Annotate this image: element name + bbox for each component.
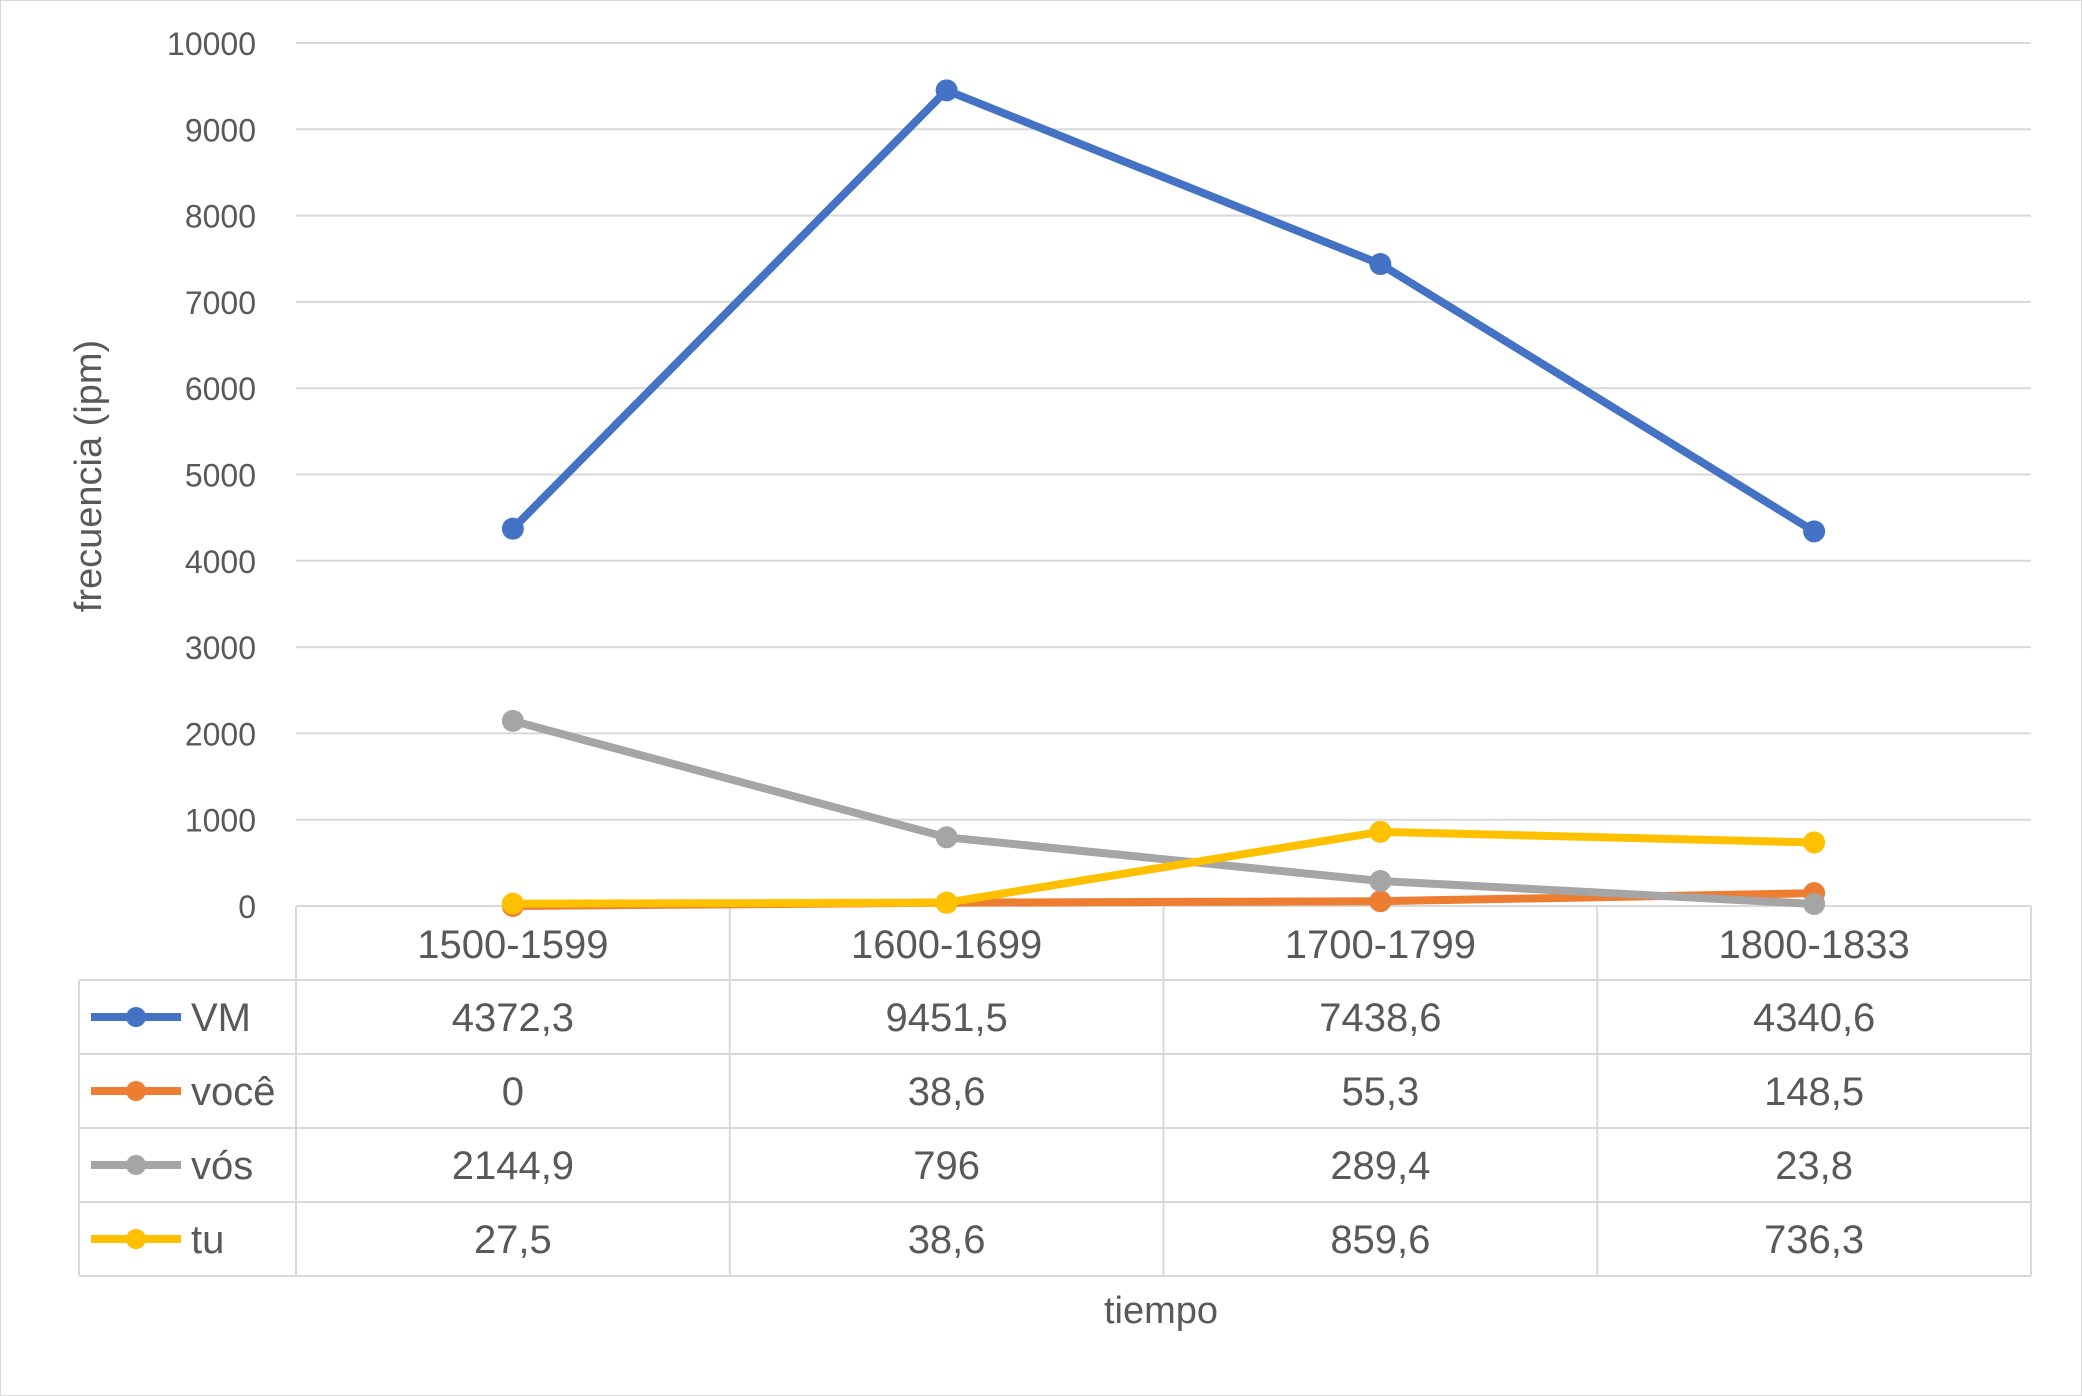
x-axis-title: tiempo xyxy=(1104,1290,1218,1332)
y-axis-ticks: 0 1000 2000 3000 4000 5000 6000 7000 8000 9000 100… xyxy=(167,26,256,925)
data-point xyxy=(1803,831,1826,854)
table-cell-value: 9451,5 xyxy=(885,996,1007,1040)
table-cell-value: 38,6 xyxy=(908,1070,986,1114)
y-tick-label: 2000 xyxy=(185,716,256,752)
category-label: 1800-1833 xyxy=(1718,923,1909,967)
table-cell-value: 27,5 xyxy=(474,1218,552,1262)
table-cell-value: 0 xyxy=(502,1070,524,1114)
series-line xyxy=(508,716,1819,908)
data-point xyxy=(1369,253,1392,276)
category-label: 1600-1699 xyxy=(851,923,1042,967)
table-cell-value: 4372,3 xyxy=(452,996,574,1040)
data-point xyxy=(935,79,958,102)
table-cell-value: 289,4 xyxy=(1330,1144,1430,1188)
legend-key-marker xyxy=(126,1155,146,1175)
series-line xyxy=(508,827,1819,908)
legend-label: vós xyxy=(191,1144,253,1188)
legend-label: tu xyxy=(191,1218,224,1262)
y-tick-label: 3000 xyxy=(185,630,256,666)
data-point xyxy=(935,826,958,849)
data-point xyxy=(1369,820,1392,843)
series-line xyxy=(508,86,1819,536)
y-tick-label: 5000 xyxy=(185,458,256,494)
table-cell-value: 23,8 xyxy=(1775,1144,1853,1188)
data-point xyxy=(1369,890,1392,913)
data-point xyxy=(1803,520,1826,543)
table-cell-value: 736,3 xyxy=(1764,1218,1864,1262)
y-tick-label: 0 xyxy=(238,889,256,925)
legend-key-marker xyxy=(126,1007,146,1027)
table-cell-value: 4340,6 xyxy=(1753,996,1875,1040)
legend-label: VM xyxy=(191,996,251,1040)
table-cell-value: 55,3 xyxy=(1341,1070,1419,1114)
y-tick-label: 9000 xyxy=(185,112,256,148)
table-cell-value: 38,6 xyxy=(908,1218,986,1262)
y-tick-label: 4000 xyxy=(185,544,256,580)
data-point xyxy=(1803,892,1826,915)
table-cell-value: 7438,6 xyxy=(1319,996,1441,1040)
y-tick-label: 10000 xyxy=(167,26,256,62)
category-label: 1700-1799 xyxy=(1285,923,1476,967)
legend-key-marker xyxy=(126,1229,146,1249)
table-cell-value: 859,6 xyxy=(1330,1218,1430,1262)
data-point xyxy=(501,709,524,732)
data-point xyxy=(501,892,524,915)
table-cell-value: 796 xyxy=(913,1144,980,1188)
y-tick-label: 1000 xyxy=(185,803,256,839)
legend-key-marker xyxy=(126,1081,146,1101)
table-cell-value: 148,5 xyxy=(1764,1070,1864,1114)
y-tick-label: 8000 xyxy=(185,199,256,235)
legend-label: você xyxy=(191,1070,276,1114)
data-table: 1500-1599 1600-1699 1700-1799 1800-1833 VM 43… xyxy=(78,905,2032,1277)
category-label: 1500-1599 xyxy=(417,923,608,967)
y-tick-label: 7000 xyxy=(185,285,256,321)
data-point xyxy=(501,517,524,540)
data-point xyxy=(1369,870,1392,893)
y-axis-title: frecuencia (ipm) xyxy=(68,340,110,612)
gridlines xyxy=(296,42,2031,821)
table-cell-value: 2144,9 xyxy=(452,1144,574,1188)
data-point xyxy=(935,891,958,914)
series-lines xyxy=(501,79,1826,917)
y-tick-label: 6000 xyxy=(185,371,256,407)
